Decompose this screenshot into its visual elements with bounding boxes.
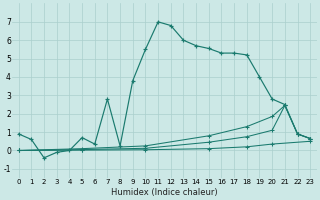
X-axis label: Humidex (Indice chaleur): Humidex (Indice chaleur) <box>111 188 218 197</box>
